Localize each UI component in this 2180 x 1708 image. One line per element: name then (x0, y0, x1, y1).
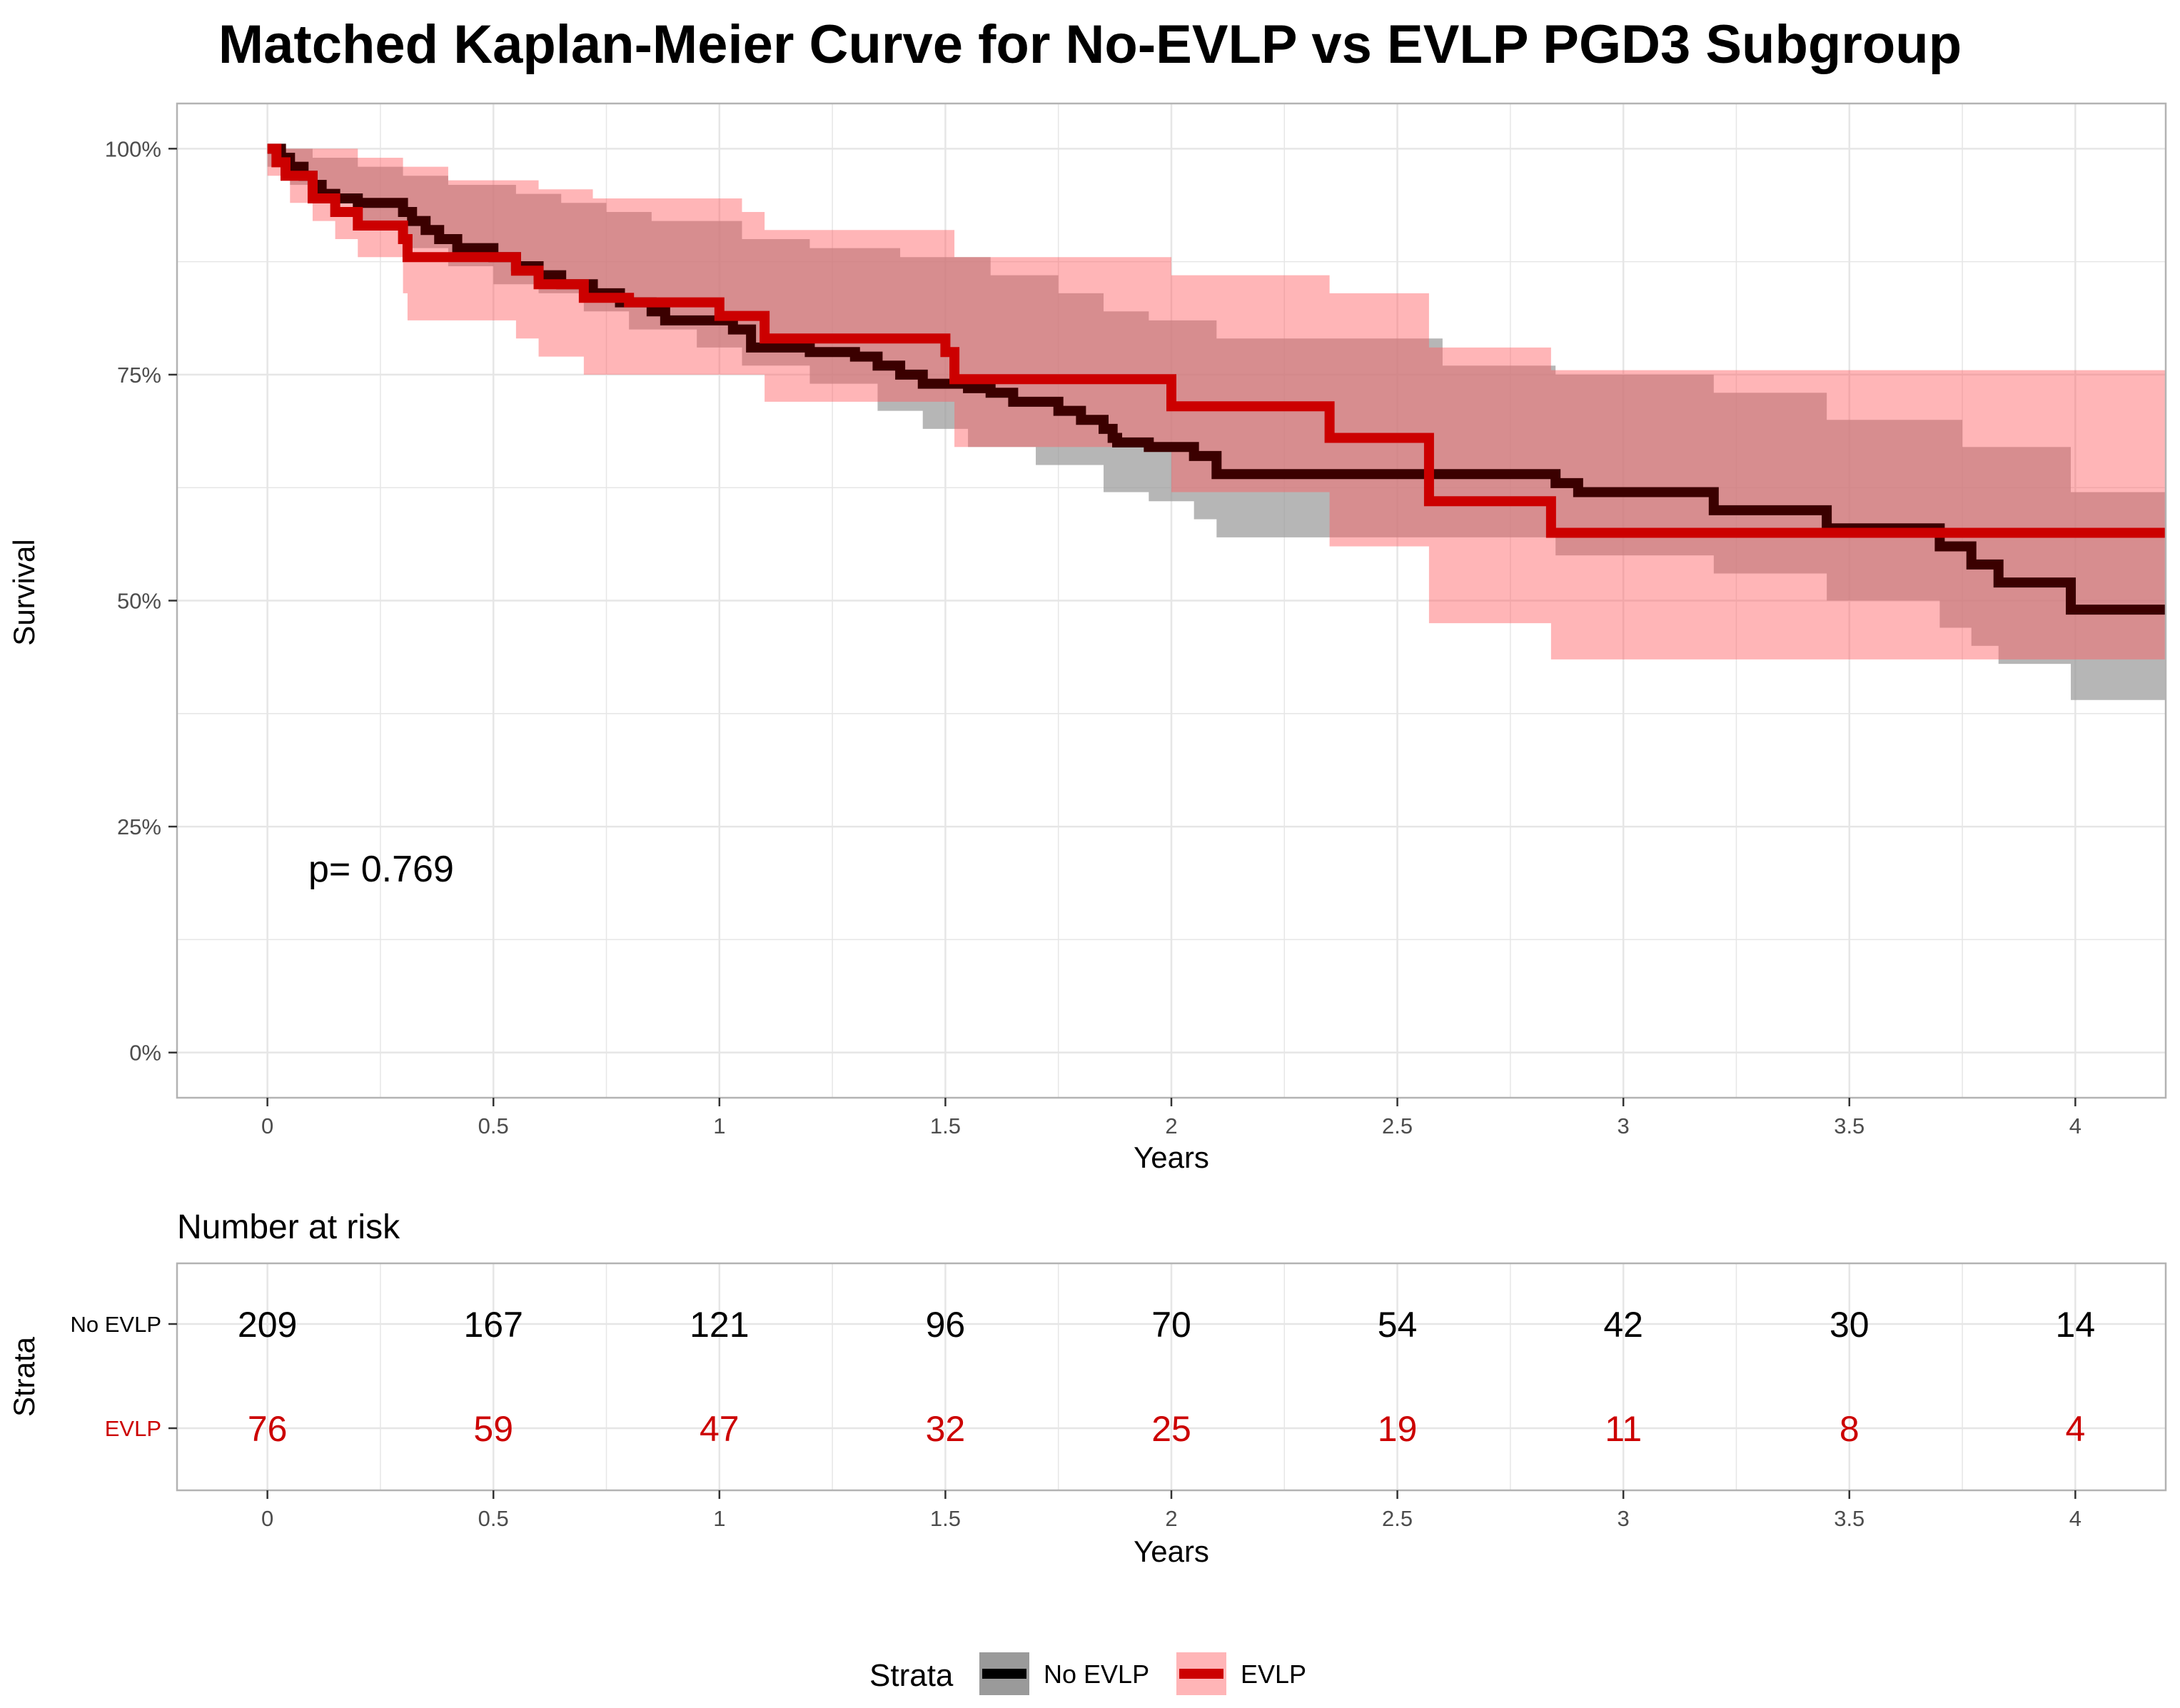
x-tick-label: 2 (1165, 1113, 1177, 1138)
no-evlp-survival-line (267, 143, 2166, 615)
legend-title: Strata (869, 1658, 954, 1693)
risk-x-tick-label: 2.5 (1382, 1506, 1413, 1531)
x-tick-label: 0 (261, 1113, 273, 1138)
x-tick-label: 3 (1618, 1113, 1630, 1138)
risk-cell-evlp: 19 (1378, 1409, 1418, 1449)
risk-cell-evlp: 8 (1840, 1409, 1859, 1449)
legend-label-no-evlp: No EVLP (1044, 1659, 1149, 1689)
x-axis-ticks: 0 0.5 1 1.5 2 2.5 3 3.5 4 (261, 1098, 2081, 1138)
y-tick-label: 75% (117, 363, 161, 388)
risk-cell-no-evlp: 30 (1830, 1305, 1869, 1345)
risk-table-gridlines (177, 1263, 2166, 1490)
x-tick-label: 1.5 (930, 1113, 961, 1138)
risk-cell-no-evlp: 14 (2056, 1305, 2096, 1345)
risk-x-tick-label: 0.5 (478, 1506, 509, 1531)
risk-cell-no-evlp: 121 (690, 1305, 749, 1345)
risk-cell-evlp: 47 (700, 1409, 740, 1449)
y-tick-label: 50% (117, 589, 161, 614)
risk-x-tick-label: 1.5 (930, 1506, 961, 1531)
risk-cell-no-evlp: 54 (1378, 1305, 1418, 1345)
risk-cell-evlp: 4 (2065, 1409, 2085, 1449)
risk-cell-no-evlp: 167 (464, 1305, 523, 1345)
legend: Strata No EVLP EVLP (869, 1652, 1306, 1695)
risk-cell-evlp: 25 (1151, 1409, 1191, 1449)
risk-cell-no-evlp: 42 (1603, 1305, 1643, 1345)
x-tick-label: 2.5 (1382, 1113, 1413, 1138)
risk-x-tick-label: 2 (1165, 1506, 1177, 1531)
risk-x-tick-label: 4 (2069, 1506, 2081, 1531)
risk-table-row-labels: No EVLP EVLP (70, 1312, 177, 1441)
no-evlp-confidence-band (267, 148, 2166, 700)
risk-table-title: Number at risk (177, 1208, 400, 1246)
risk-cell-no-evlp: 209 (238, 1305, 297, 1345)
risk-cell-evlp: 59 (473, 1409, 513, 1449)
chart-title: Matched Kaplan-Meier Curve for No-EVLP v… (218, 14, 1962, 75)
y-tick-label: 0% (129, 1041, 161, 1066)
y-tick-label: 25% (117, 814, 161, 839)
risk-row-label-evlp: EVLP (105, 1416, 161, 1441)
risk-table-x-axis-label: Years (1134, 1535, 1209, 1568)
risk-x-tick-label: 3.5 (1834, 1506, 1864, 1531)
x-tick-label: 3.5 (1834, 1113, 1864, 1138)
risk-cell-no-evlp: 70 (1151, 1305, 1191, 1345)
risk-row-label-no-evlp: No EVLP (70, 1312, 161, 1337)
x-tick-label: 1 (713, 1113, 725, 1138)
risk-cell-no-evlp: 96 (926, 1305, 966, 1345)
risk-table-cells: 209 167 121 96 70 54 42 30 14 76 59 47 32 25 19 11 8 4 (238, 1305, 2095, 1449)
x-axis-label: Years (1134, 1141, 1209, 1174)
risk-x-tick-label: 3 (1618, 1506, 1630, 1531)
risk-cell-evlp: 32 (926, 1409, 966, 1449)
risk-cell-evlp: 11 (1605, 1409, 1642, 1449)
risk-x-tick-label: 0 (261, 1506, 273, 1531)
y-tick-label: 100% (105, 136, 161, 161)
x-tick-label: 0.5 (478, 1113, 509, 1138)
p-value-annotation: p= 0.769 (308, 849, 454, 890)
risk-x-tick-label: 1 (713, 1506, 725, 1531)
legend-label-evlp: EVLP (1241, 1659, 1306, 1689)
y-axis-label: Survival (7, 539, 41, 645)
y-axis-ticks: 0% 25% 50% 75% 100% (105, 136, 177, 1066)
risk-cell-evlp: 76 (248, 1409, 288, 1449)
evlp-survival-line (267, 143, 2166, 538)
x-tick-label: 4 (2069, 1113, 2081, 1138)
survival-curves (267, 143, 2166, 615)
survival-plot-panel: 0% 25% 50% 75% 100% 0 0.5 1 1.5 2 2.5 3 3.5 4 p= 0.7… (7, 102, 2167, 1174)
risk-table-y-axis-label: Strata (7, 1336, 41, 1417)
risk-table-x-ticks: 0 0.5 1 1.5 2 2.5 3 3.5 4 (261, 1490, 2081, 1531)
